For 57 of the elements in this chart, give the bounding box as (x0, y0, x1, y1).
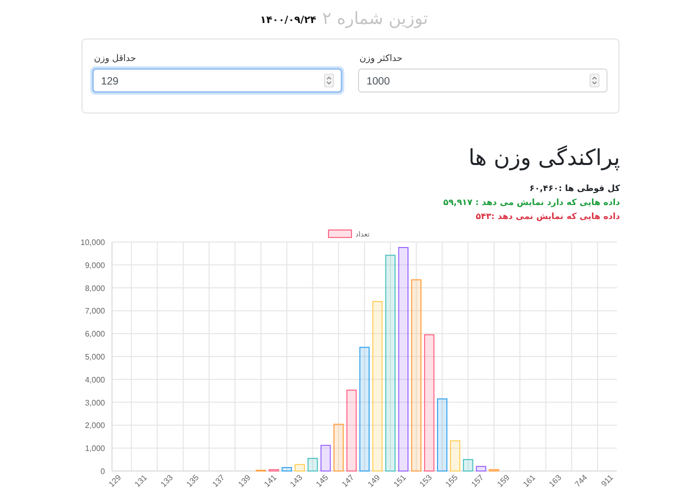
x-tick-label: 163 (547, 472, 564, 489)
y-tick-label: 1,000 (84, 444, 106, 454)
y-tick-label: 2,000 (84, 421, 106, 430)
text: 1000 (366, 76, 390, 88)
chart-title: پراکندگی وزن ها (468, 145, 620, 171)
x-tick-label: 157 (470, 472, 486, 489)
bar (424, 334, 434, 472)
bar (385, 254, 396, 472)
text: 129 (101, 76, 119, 88)
bar (437, 398, 448, 472)
bar (359, 346, 370, 472)
text: کل قوطی ها :۶۰,۴۶۰ (529, 184, 620, 194)
x-tick-label: 141 (262, 472, 279, 489)
x-tick-label: 143 (288, 472, 305, 489)
text: حداقل وزن (94, 54, 136, 64)
text: حداکثر وزن (360, 54, 402, 64)
y-tick-label: 0 (100, 467, 106, 476)
y-tick-label: 4,000 (84, 375, 106, 384)
text: داده هایی که نمایش نمی دهد :۵۴۳ (476, 212, 621, 222)
y-tick-label: 7,000 (84, 306, 106, 316)
y-tick-label: 6,000 (84, 330, 106, 339)
x-tick-label: 911 (600, 472, 616, 488)
y-tick-label: 10,000 (80, 238, 106, 247)
bar (476, 466, 486, 472)
bar (411, 279, 422, 472)
x-tick-label: 161 (521, 472, 538, 489)
bar (398, 246, 409, 472)
text: توزین شماره ۲ (322, 9, 428, 29)
y-tick-label: 8,000 (84, 284, 106, 293)
x-tick-label: 744 (573, 472, 590, 489)
x-tick-label: 159 (496, 472, 512, 489)
y-tick-label: 5,000 (84, 352, 106, 362)
x-tick-label: 131 (132, 472, 150, 489)
x-tick-label: 135 (184, 472, 201, 489)
bar (346, 390, 357, 472)
x-tick-label: 145 (314, 472, 330, 489)
x-tick-label: 129 (107, 472, 124, 489)
text: داده هایی که دارد نمایش می دهد : ۵۹,۹۱۷ (443, 198, 621, 208)
bar (294, 464, 305, 472)
x-tick-label: 153 (418, 472, 434, 489)
bar (320, 444, 331, 472)
x-tick-label: 151 (392, 472, 408, 489)
bar (282, 467, 292, 472)
x-tick-label: 149 (366, 472, 382, 489)
bar (308, 458, 318, 472)
bar (462, 459, 474, 472)
text: ۱۴۰۰/۰۹/۲۴ (260, 15, 316, 26)
x-tick-label: 137 (210, 472, 227, 489)
y-tick-label: 9,000 (84, 260, 106, 270)
bar (333, 424, 344, 472)
x-tick-label: 155 (444, 472, 460, 489)
bar (450, 440, 460, 472)
x-tick-label: 133 (158, 472, 176, 489)
y-tick-label: 3,000 (84, 398, 106, 408)
x-tick-label: 139 (236, 472, 253, 489)
bar (372, 301, 383, 472)
x-tick-label: 147 (340, 472, 356, 489)
